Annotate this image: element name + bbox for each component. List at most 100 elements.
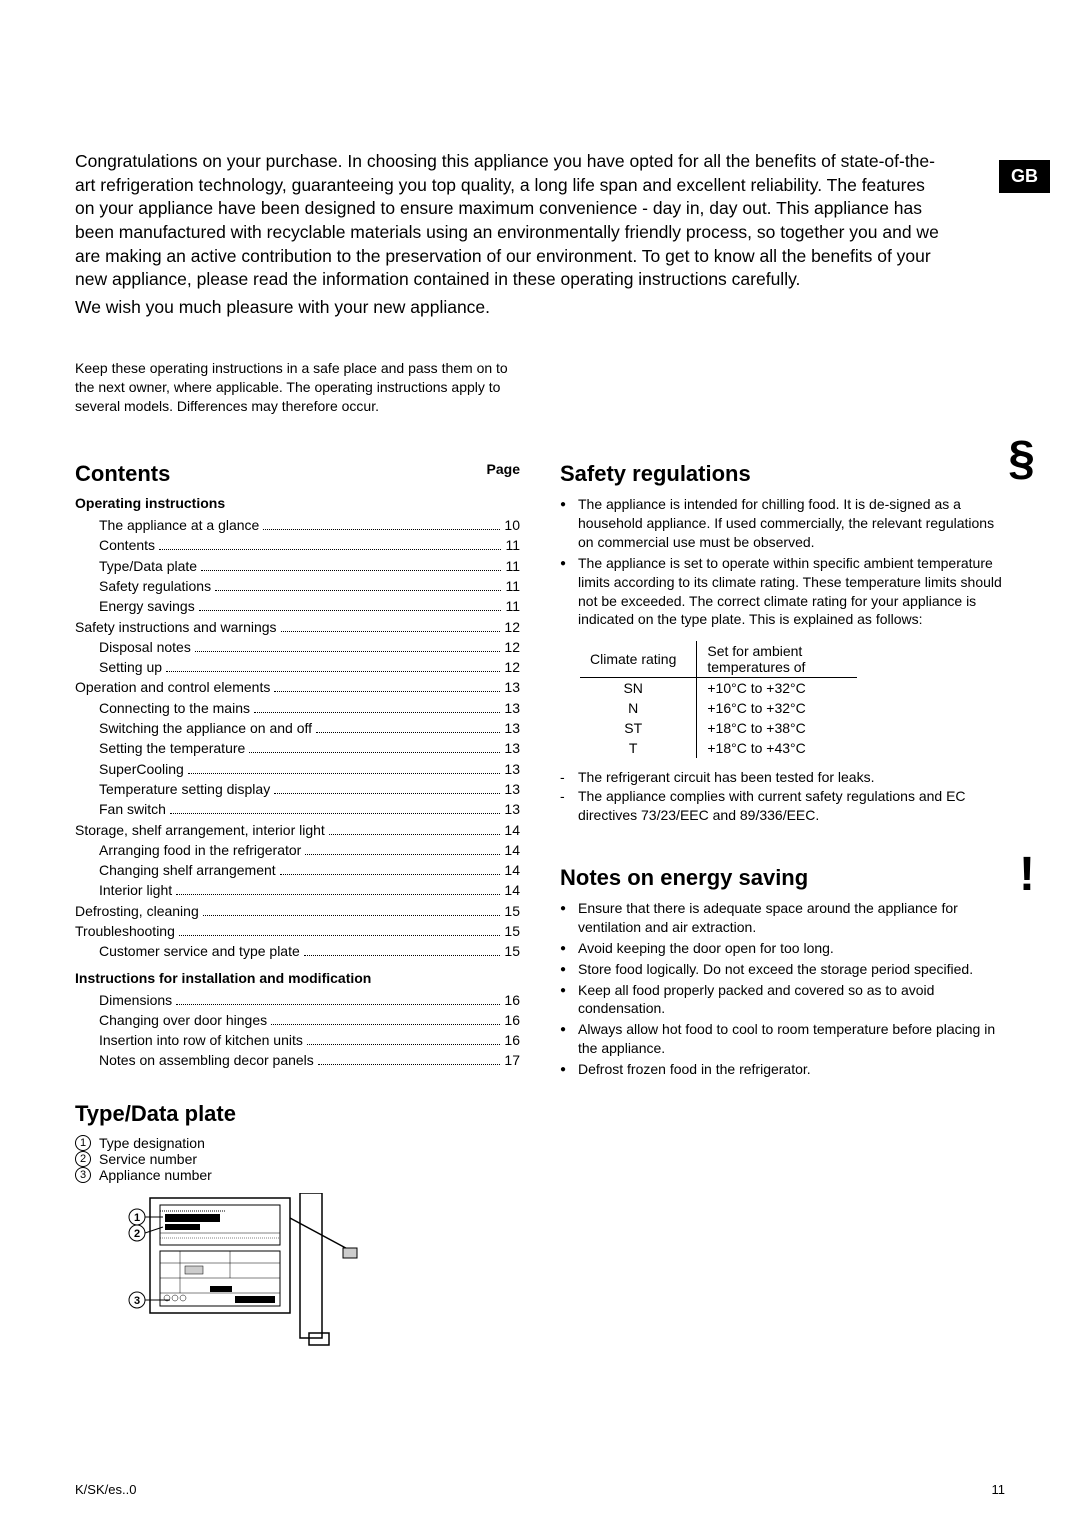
toc-dots	[254, 712, 500, 713]
toc-item: Safety instructions and warnings 12	[75, 617, 520, 637]
toc-item: Contents 11	[75, 535, 520, 555]
toc-item: Interior light14	[75, 880, 520, 900]
toc-label: Changing shelf arrangement	[99, 860, 276, 880]
toc-label: Disposal notes	[99, 637, 191, 657]
toc-dots	[249, 752, 500, 753]
toc-label: Customer service and type plate	[99, 941, 300, 961]
toc-page: 13	[504, 779, 520, 799]
svg-text:3: 3	[134, 1295, 140, 1307]
toc-dots	[166, 671, 500, 672]
contents-title-text: Contents	[75, 461, 170, 486]
type-plate-label: Appliance number	[99, 1167, 212, 1183]
climate-col1: Climate rating	[580, 641, 697, 678]
toc-dots	[195, 651, 501, 652]
toc-page: 11	[505, 576, 520, 596]
type-plate-diagram: 1 2 3	[75, 1193, 385, 1353]
toc-dots	[215, 590, 501, 591]
toc-page: 12	[504, 617, 520, 637]
left-column: Contents Page Operating instructions The…	[75, 461, 520, 1358]
toc-page: 15	[504, 941, 520, 961]
toc-label: Connecting to the mains	[99, 698, 250, 718]
toc-page: 12	[504, 657, 520, 677]
toc-dots	[159, 549, 501, 550]
toc-label: Fan switch	[99, 799, 166, 819]
toc-item: Safety regulations 11	[75, 576, 520, 596]
toc-label: Safety instructions and warnings	[75, 617, 277, 637]
toc-label: Setting the temperature	[99, 738, 245, 758]
toc-item: Insertion into row of kitchen units 16	[75, 1030, 520, 1050]
toc-dots	[280, 874, 501, 875]
list-item: Defrost frozen food in the refrigerator.	[560, 1060, 1005, 1079]
climate-rating: ST	[580, 718, 697, 738]
circled-number: 2	[75, 1151, 91, 1167]
toc-dots	[271, 1024, 500, 1025]
toc-item: Changing shelf arrangement14	[75, 860, 520, 880]
type-plate-label: Type designation	[99, 1135, 205, 1151]
country-badge: GB	[999, 160, 1050, 193]
toc-dots	[201, 570, 501, 571]
toc-item: Notes on assembling decor panels17	[75, 1050, 520, 1070]
toc-dots	[188, 773, 501, 774]
contents-heading: Contents Page	[75, 461, 520, 487]
toc-item: Defrosting, cleaning15	[75, 901, 520, 921]
climate-temp: +18°C to +43°C	[697, 738, 857, 758]
svg-text:2: 2	[134, 1228, 140, 1240]
list-item: The appliance is intended for chilling f…	[560, 495, 1005, 552]
type-plate-heading: Type/Data plate	[75, 1101, 520, 1127]
toc-page: 16	[504, 1010, 520, 1030]
installation-heading: Instructions for installation and modifi…	[75, 970, 520, 986]
toc-label: Insertion into row of kitchen units	[99, 1030, 303, 1050]
toc-label: Defrosting, cleaning	[75, 901, 199, 921]
page-label: Page	[487, 461, 520, 477]
circled-number: 1	[75, 1135, 91, 1151]
toc-page: 14	[504, 820, 520, 840]
toc-dots	[316, 732, 500, 733]
toc-item: The appliance at a glance10	[75, 515, 520, 535]
list-item: The appliance complies with current safe…	[560, 787, 1005, 825]
toc-page: 16	[504, 990, 520, 1010]
toc-label: Contents	[99, 535, 155, 555]
type-plate-item: 3 Appliance number	[75, 1167, 520, 1183]
energy-heading: Notes on energy saving	[560, 865, 1005, 891]
toc-page: 13	[504, 677, 520, 697]
footer-model: K/SK/es..0	[75, 1482, 136, 1497]
toc-dots	[274, 793, 500, 794]
toc-list-b: Dimensions16Changing over door hinges16I…	[75, 990, 520, 1071]
toc-page: 17	[504, 1050, 520, 1070]
toc-item: Setting up12	[75, 657, 520, 677]
toc-label: Dimensions	[99, 990, 172, 1010]
toc-label: Storage, shelf arrangement, interior lig…	[75, 820, 325, 840]
toc-page: 12	[504, 637, 520, 657]
toc-dots	[318, 1064, 501, 1065]
energy-bullet-list: Ensure that there is adequate space arou…	[560, 899, 1005, 1079]
climate-col2: Set for ambient temperatures of	[697, 641, 857, 678]
toc-page: 16	[504, 1030, 520, 1050]
toc-label: The appliance at a glance	[99, 515, 259, 535]
toc-page: 11	[505, 596, 520, 616]
toc-item: Setting the temperature 13	[75, 738, 520, 758]
toc-page: 13	[504, 738, 520, 758]
toc-label: Switching the appliance on and off	[99, 718, 312, 738]
safety-heading: Safety regulations	[560, 461, 1005, 487]
toc-page: 14	[504, 880, 520, 900]
toc-page: 11	[505, 535, 520, 555]
table-row: SN+10°C to +32°C	[580, 678, 857, 699]
list-item: The appliance is set to operate within s…	[560, 554, 1005, 630]
toc-dots	[274, 691, 500, 692]
type-plate-item: 2Service number	[75, 1151, 520, 1167]
list-item: Keep all food properly packed and covere…	[560, 981, 1005, 1019]
toc-item: Customer service and type plate 15	[75, 941, 520, 961]
table-row: N+16°C to +32°C	[580, 698, 857, 718]
toc-label: Safety regulations	[99, 576, 211, 596]
toc-page: 13	[504, 718, 520, 738]
toc-dots	[179, 935, 501, 936]
toc-label: Troubleshooting	[75, 921, 175, 941]
climate-temp: +10°C to +32°C	[697, 678, 857, 699]
safety-dash-list: The refrigerant circuit has been tested …	[560, 768, 1005, 825]
toc-item: Fan switch13	[75, 799, 520, 819]
toc-page: 15	[504, 921, 520, 941]
circled-number: 3	[75, 1167, 91, 1183]
climate-rating: T	[580, 738, 697, 758]
toc-label: Operation and control elements	[75, 677, 270, 697]
toc-dots	[305, 854, 500, 855]
